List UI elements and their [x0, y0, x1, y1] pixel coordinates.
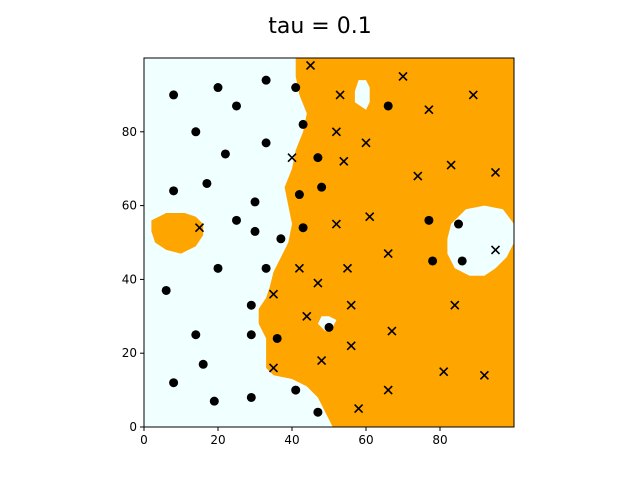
circle-point [250, 226, 260, 236]
circle-point [298, 223, 308, 233]
x-point [365, 212, 375, 222]
circle-point [291, 385, 301, 395]
circle-point [232, 215, 241, 225]
circle-point [161, 285, 171, 295]
x-point [424, 105, 434, 115]
circle-point [232, 101, 241, 111]
circle-point [291, 83, 301, 93]
x-point [302, 311, 312, 321]
x-point [439, 367, 449, 377]
circle-point [294, 190, 304, 200]
x-axis: 0 20 40 60 80 [140, 427, 448, 447]
x-point [383, 385, 393, 395]
x-point [194, 223, 205, 233]
x-point [383, 249, 393, 259]
x-point [387, 326, 397, 336]
circle-point [198, 359, 208, 369]
y-axis: 0 20 40 60 80 [122, 125, 144, 434]
circle-point [213, 83, 223, 93]
circle-point [169, 378, 179, 388]
x-point [490, 245, 501, 255]
circle-point [191, 330, 201, 340]
circle-point [169, 90, 179, 100]
circle-point [298, 119, 308, 129]
x-point [317, 356, 327, 366]
x-point [331, 219, 341, 229]
x-point [305, 60, 316, 70]
circle-point [220, 149, 230, 159]
circle-point [246, 392, 256, 402]
x-point [479, 370, 489, 380]
x-point [446, 160, 456, 170]
region-b [258, 58, 514, 427]
y-tick-label: 20 [122, 346, 137, 360]
circle-point [313, 153, 323, 163]
data-points [161, 60, 501, 417]
x-point [287, 153, 297, 163]
y-tick-label: 40 [122, 272, 137, 286]
circle-point [246, 330, 256, 340]
circle-point [276, 234, 286, 244]
circle-point [428, 256, 438, 266]
x-point [346, 300, 356, 310]
circle-point [457, 256, 467, 266]
x-point [268, 363, 279, 373]
circle-point [209, 396, 219, 406]
circle-point [383, 101, 393, 111]
x-point [331, 127, 341, 137]
circle-point [246, 300, 256, 310]
x-point [490, 167, 501, 177]
x-point [294, 263, 304, 273]
x-tick-label: 40 [284, 433, 299, 447]
x-point [335, 90, 345, 100]
circle-point [250, 197, 260, 207]
x-point [342, 263, 353, 273]
axes-frame [143, 57, 515, 428]
x-point [413, 171, 423, 181]
chart-title: tau = 0.1 [268, 14, 372, 39]
region-a-island [354, 80, 370, 110]
x-point [313, 278, 323, 288]
x-tick-label: 60 [358, 433, 373, 447]
x-point [361, 138, 371, 148]
circle-point [202, 178, 212, 188]
x-tick-label: 20 [210, 433, 225, 447]
circle-point [261, 263, 271, 273]
circle-point [191, 127, 201, 137]
y-tick-label: 0 [129, 420, 137, 434]
x-point [398, 71, 408, 82]
circle-point [169, 186, 179, 196]
circle-point [261, 75, 271, 85]
x-tick-label: 0 [140, 433, 148, 447]
circle-point [324, 322, 334, 332]
circle-point [272, 333, 282, 343]
region-b-island [151, 213, 204, 254]
circle-point [313, 407, 323, 417]
x-point [354, 403, 364, 414]
x-point [346, 341, 356, 351]
circle-point [317, 182, 327, 192]
circle-point [213, 263, 223, 273]
x-point [450, 300, 460, 310]
circle-point [454, 219, 463, 229]
x-point [339, 156, 349, 166]
y-tick-label: 80 [122, 125, 137, 139]
x-point [268, 289, 279, 299]
y-tick-label: 60 [122, 199, 137, 213]
x-tick-label: 80 [432, 433, 447, 447]
circle-point [261, 138, 271, 148]
circle-point [424, 215, 434, 225]
x-point [468, 90, 478, 100]
